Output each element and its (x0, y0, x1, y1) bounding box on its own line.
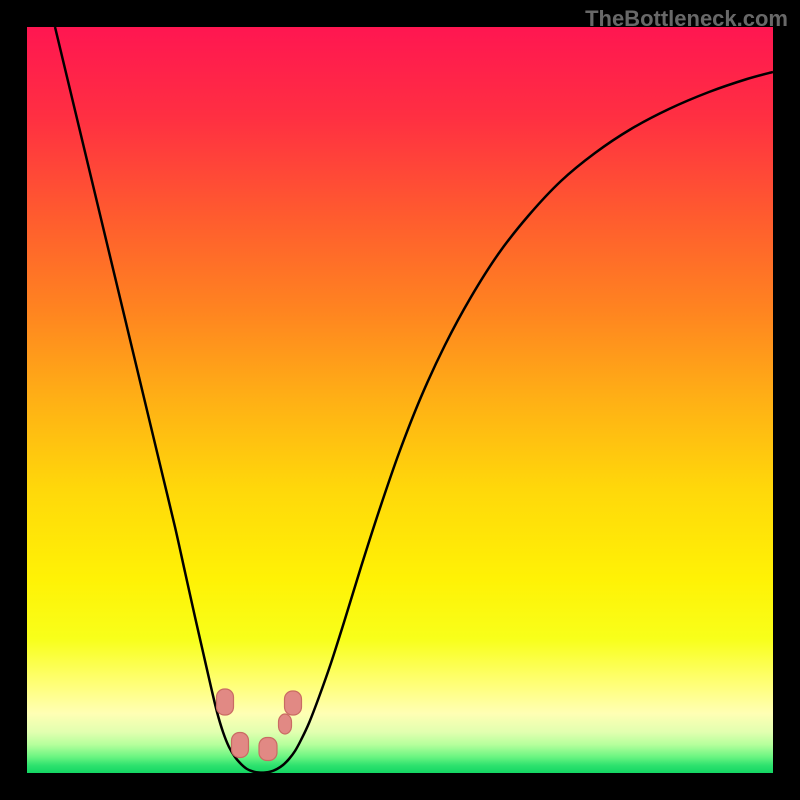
gradient-background (27, 27, 773, 773)
gradient-rect (27, 27, 773, 773)
watermark-text: TheBottleneck.com (585, 6, 788, 32)
plot-area (27, 27, 773, 773)
